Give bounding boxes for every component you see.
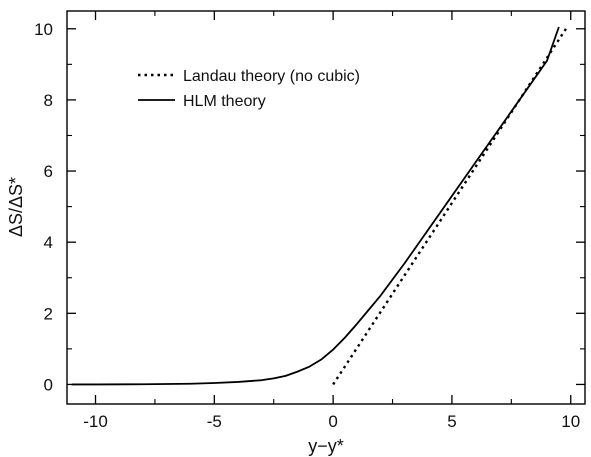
x-axis-ticks: -10 -5 0 5 10 — [83, 11, 580, 431]
plot-frame — [66, 10, 586, 405]
y-tick-label: 4 — [44, 233, 53, 252]
x-axis-label: y−y* — [308, 436, 344, 456]
y-tick-label: 2 — [44, 304, 53, 323]
x-tick-label: 0 — [328, 412, 337, 431]
x-tick-label: -5 — [207, 412, 222, 431]
legend: Landau theory (no cubic) HLM theory — [138, 68, 360, 110]
y-tick-label: 10 — [34, 20, 53, 39]
y-tick-label: 0 — [44, 375, 53, 394]
y-tick-label: 6 — [44, 162, 53, 181]
legend-label-landau: Landau theory (no cubic) — [183, 68, 360, 85]
x-tick-label: 5 — [447, 412, 456, 431]
legend-label-hlm: HLM theory — [183, 93, 266, 110]
x-tick-label: -10 — [83, 412, 108, 431]
y-tick-label: 8 — [44, 91, 53, 110]
y-axis-ticks: 0 2 4 6 8 10 — [34, 20, 585, 394]
series-layer — [71, 26, 567, 386]
y-axis-label: ΔS/ΔS* — [6, 177, 26, 237]
x-tick-label: 10 — [561, 412, 580, 431]
hlm-solid-line — [71, 26, 560, 386]
